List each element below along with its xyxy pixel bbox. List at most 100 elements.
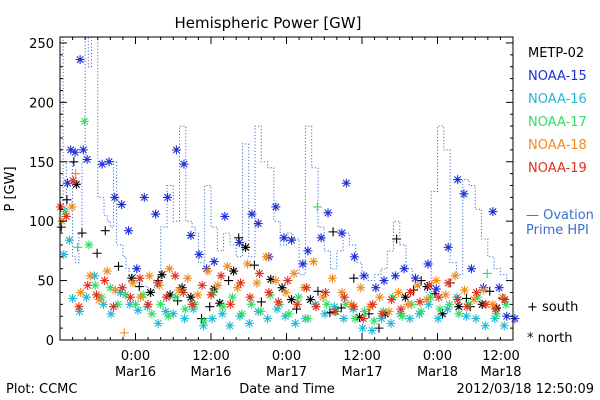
data-point	[329, 302, 339, 312]
data-point	[400, 292, 410, 302]
data-point	[481, 299, 491, 309]
data-point	[143, 299, 153, 309]
x-tick-date: Mar17	[341, 365, 382, 380]
data-point	[171, 145, 181, 155]
data-point	[153, 278, 163, 288]
data-point	[478, 285, 488, 295]
data-point	[61, 211, 71, 221]
data-point	[322, 299, 332, 309]
x-tick-date: Mar18	[480, 365, 521, 380]
data-point	[229, 266, 239, 276]
x-tick-time: 12:00	[343, 349, 380, 364]
data-point	[153, 318, 163, 328]
data-point	[247, 209, 257, 219]
data-point	[412, 280, 422, 290]
data-point	[463, 299, 473, 309]
data-point	[405, 314, 415, 324]
data-point	[359, 271, 369, 281]
data-point	[171, 292, 181, 302]
data-point	[309, 257, 319, 267]
data-point	[186, 230, 196, 240]
data-point	[350, 314, 360, 324]
series-noaa-15	[63, 55, 520, 324]
data-point	[193, 290, 203, 300]
data-point	[84, 240, 94, 250]
data-point	[105, 283, 115, 293]
data-point	[444, 299, 454, 309]
plot-credit: Plot: CCMC	[6, 382, 77, 397]
data-point	[336, 303, 346, 313]
data-point	[392, 234, 402, 244]
data-point	[292, 299, 302, 309]
data-point	[106, 309, 116, 319]
data-point	[453, 175, 463, 185]
data-point	[227, 292, 237, 302]
data-point	[56, 202, 66, 212]
data-point	[71, 169, 81, 179]
data-point	[490, 314, 500, 324]
data-point	[205, 302, 215, 312]
data-point	[492, 309, 502, 319]
data-point	[325, 308, 335, 318]
data-point	[264, 287, 274, 297]
data-point	[117, 283, 127, 293]
data-point	[124, 226, 134, 236]
data-point	[339, 292, 349, 302]
ovation-legend-text: Prime HPI	[526, 223, 589, 238]
data-point	[174, 285, 184, 295]
data-point	[328, 227, 338, 237]
data-point	[68, 176, 78, 186]
data-point	[358, 323, 368, 333]
data-point	[426, 292, 436, 302]
data-point	[273, 297, 283, 307]
x-tick-date: Mar16	[190, 365, 231, 380]
data-point	[310, 299, 320, 309]
data-point	[94, 295, 104, 305]
data-point	[186, 292, 196, 302]
satellite-legend: METP-02 NOAA-15 NOAA-16 NOAA-17 NOAA-18 NOAA-…	[528, 46, 587, 176]
y-tick-label: 250	[29, 37, 54, 52]
data-point	[222, 261, 232, 271]
legend-entry: NOAA-16	[528, 92, 587, 107]
data-point	[480, 321, 490, 331]
data-point	[435, 304, 445, 314]
data-point	[388, 292, 398, 302]
data-point	[396, 304, 406, 314]
data-point	[213, 280, 223, 290]
data-point	[349, 252, 359, 262]
data-point	[69, 157, 79, 167]
legend-entry: NOAA-18	[528, 138, 587, 153]
x-tick-date: Mar18	[417, 365, 458, 380]
data-point	[218, 302, 228, 312]
data-point	[91, 290, 101, 300]
data-point	[403, 299, 413, 309]
data-point	[397, 311, 407, 321]
data-point	[261, 252, 271, 262]
data-point	[209, 284, 219, 294]
data-point	[180, 304, 190, 314]
data-point	[241, 242, 251, 252]
data-point	[77, 228, 87, 238]
data-point	[313, 286, 323, 296]
data-point	[56, 222, 66, 232]
data-point	[431, 284, 441, 294]
data-point	[125, 292, 135, 302]
data-point	[303, 246, 313, 256]
data-point	[303, 314, 313, 324]
data-point	[379, 276, 389, 286]
data-point	[443, 304, 453, 314]
data-point	[502, 311, 512, 321]
data-point	[323, 208, 333, 218]
data-point	[312, 202, 322, 212]
data-point	[147, 309, 157, 319]
series-noaa-18	[57, 169, 507, 338]
data-point	[100, 276, 110, 286]
data-point	[305, 295, 315, 305]
data-point	[188, 304, 198, 314]
data-point	[459, 189, 469, 199]
data-point	[302, 283, 312, 293]
data-point	[410, 273, 420, 283]
data-point	[494, 283, 504, 293]
data-point	[133, 305, 143, 315]
